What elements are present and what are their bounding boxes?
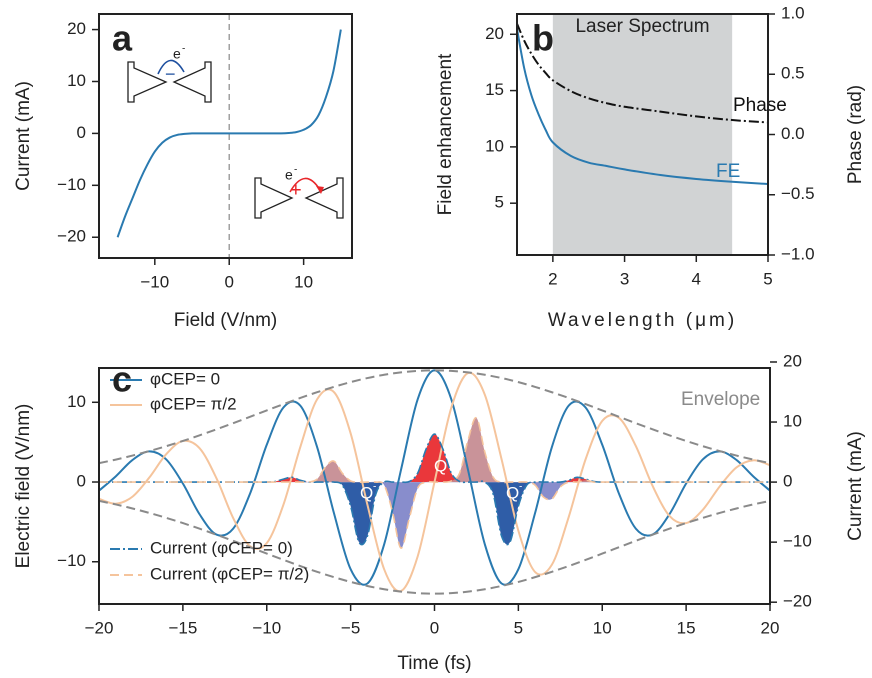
y-tick-label: 10 xyxy=(485,136,504,155)
y-axis-label: Field enhancement xyxy=(435,53,456,215)
spectrum-span xyxy=(552,14,733,255)
electron-charge: - xyxy=(182,44,185,55)
y2-tick-label: 0.5 xyxy=(781,64,805,83)
panel-letter: b xyxy=(532,18,554,59)
y2-tick-label: 0 xyxy=(783,472,792,491)
plot-area xyxy=(99,369,770,595)
y-tick-label: 20 xyxy=(485,24,504,43)
electrode-icon xyxy=(254,177,294,219)
legend-label: Current (φCEP= 0) xyxy=(150,538,293,557)
y-axis-label: Electric field (V/nm) xyxy=(13,404,34,569)
electron-label: e xyxy=(173,46,181,62)
x-tick-label: 0 xyxy=(430,618,439,637)
charge-sup: - xyxy=(519,482,522,493)
y2-tick-label: −0.5 xyxy=(781,184,815,203)
y2-tick-label: −1.0 xyxy=(781,244,815,263)
series-line xyxy=(517,28,768,186)
y2-tick-label: 10 xyxy=(783,412,802,431)
current-fill xyxy=(266,434,603,483)
x-tick-label: 2 xyxy=(548,269,557,288)
x-tick-label: 20 xyxy=(761,618,780,637)
series-line xyxy=(99,369,770,465)
series-line xyxy=(99,499,770,595)
electrode-icon xyxy=(172,61,212,103)
electrode-icon xyxy=(127,61,168,103)
electron-label: e xyxy=(285,167,293,183)
series-line xyxy=(116,29,342,238)
frame xyxy=(98,13,353,259)
x-tick-label: 3 xyxy=(620,269,629,288)
legend-label: Current (φCEP= π/2) xyxy=(150,564,309,583)
y-tick-label: −10 xyxy=(57,175,86,194)
y2-tick-label: 20 xyxy=(783,351,802,370)
y-tick-label: −10 xyxy=(57,551,86,570)
y2-axis-label: Current (mA) xyxy=(845,431,866,541)
x-axis-label: Wavelength (μm) xyxy=(548,310,737,331)
x-axis-label: Time (fs) xyxy=(397,653,471,674)
series-label: Envelope xyxy=(681,389,760,410)
y2-tick-label: −20 xyxy=(783,592,812,611)
charge-sup: - xyxy=(373,482,376,493)
x-tick-label: 15 xyxy=(677,618,696,637)
charge-sup: + xyxy=(447,454,453,465)
series-label: FE xyxy=(716,161,740,182)
y-tick-label: 20 xyxy=(67,19,86,38)
panel-letter: a xyxy=(112,18,133,59)
y-tick-label: 0 xyxy=(77,471,86,490)
x-tick-label: −10 xyxy=(140,272,169,291)
charge-sign: − xyxy=(165,64,176,84)
series-line xyxy=(99,433,770,546)
plot-area xyxy=(116,14,342,258)
charge-label: Q xyxy=(434,456,447,475)
y-axis-label: Current (mA) xyxy=(13,81,34,191)
x-tick-label: 10 xyxy=(593,618,612,637)
legend-label: φCEP= 0 xyxy=(150,369,220,388)
series-line xyxy=(99,417,770,549)
annotation-layer: a b c e - − e - + Q + Q - Q - xyxy=(112,18,554,503)
y-tick-label: 5 xyxy=(495,193,504,212)
y2-tick-label: 0.0 xyxy=(781,124,805,143)
series-line xyxy=(517,23,768,124)
x-tick-label: −10 xyxy=(252,618,281,637)
y2-axis-label: Phase (rad) xyxy=(845,85,866,184)
span-label: Laser Spectrum xyxy=(575,16,709,37)
electrode-icon xyxy=(304,177,344,219)
y-tick-label: 10 xyxy=(67,71,86,90)
y2-tick-label: 1.0 xyxy=(781,3,805,22)
electron-arrow xyxy=(157,59,185,75)
x-tick-label: −5 xyxy=(341,618,360,637)
y2-tick-label: −10 xyxy=(783,532,812,551)
y-tick-label: 0 xyxy=(77,123,86,142)
x-tick-label: 4 xyxy=(692,269,701,288)
charge-label: Q xyxy=(506,483,519,502)
x-tick-label: 5 xyxy=(514,618,523,637)
x-tick-label: 5 xyxy=(763,269,772,288)
current-fill xyxy=(308,417,594,483)
charge-sign: + xyxy=(290,179,302,201)
electron-charge: - xyxy=(294,165,297,176)
x-tick-label: 0 xyxy=(224,272,233,291)
panel-letter: c xyxy=(112,359,132,400)
plot-area xyxy=(517,14,768,255)
series-label: Phase xyxy=(733,95,787,116)
y-tick-label: −20 xyxy=(57,227,86,246)
y-tick-label: 10 xyxy=(67,392,86,411)
x-tick-label: 10 xyxy=(294,272,313,291)
y-tick-label: 15 xyxy=(485,80,504,99)
x-axis-label: Field (V/nm) xyxy=(174,310,277,331)
legend-label: φCEP= π/2 xyxy=(150,394,237,413)
arrow-head xyxy=(316,186,324,194)
charge-label: Q xyxy=(360,483,373,502)
x-tick-label: −15 xyxy=(168,618,197,637)
x-tick-label: −20 xyxy=(85,618,114,637)
